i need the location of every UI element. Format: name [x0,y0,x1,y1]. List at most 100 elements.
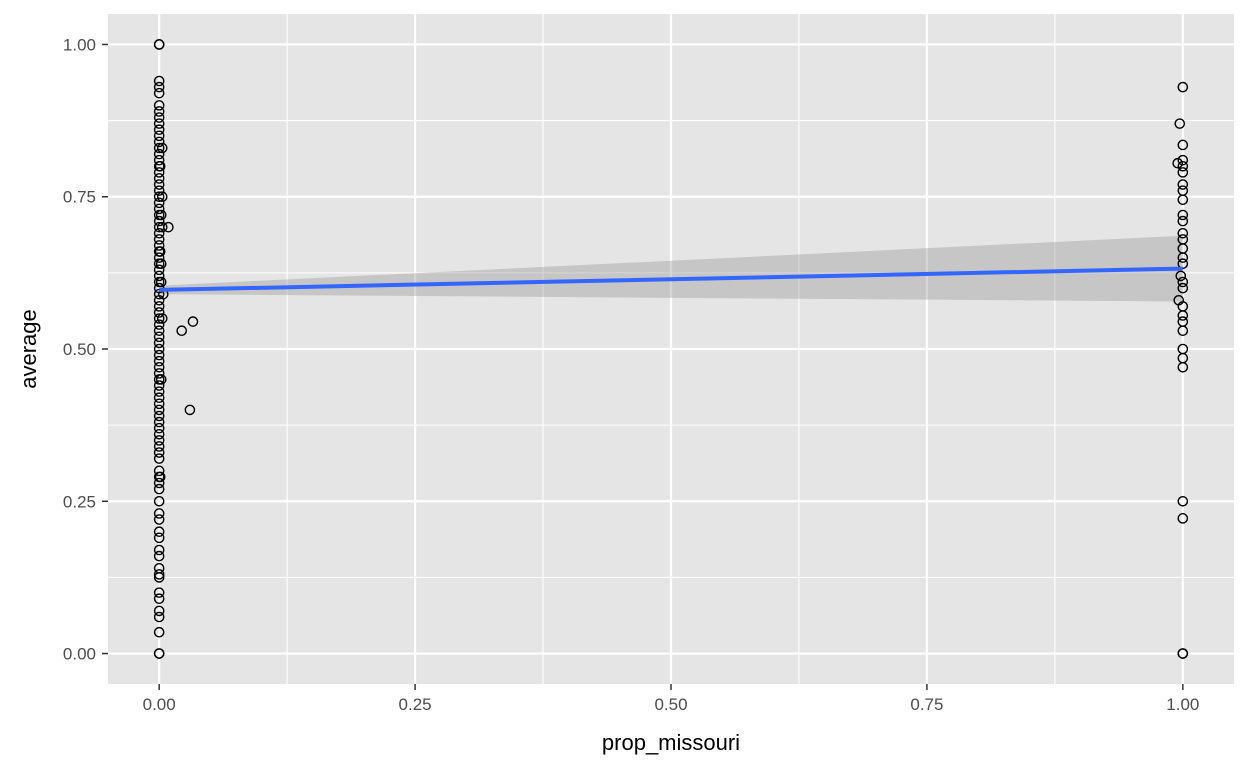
data-point [153,465,165,477]
data-point [153,100,165,111]
data-point [153,514,165,525]
x-axis-ticks: 0.00 0.25 0.50 0.75 1.00 [143,684,1199,714]
data-point [153,130,165,142]
data-point [1177,179,1189,190]
data-point [1177,258,1189,270]
data-points [153,39,1189,659]
data-point [1177,513,1189,524]
data-point [1172,157,1183,169]
data-point [153,179,165,190]
data-point [1177,215,1189,227]
data-point [153,197,165,209]
data-point [153,508,165,519]
data-point [153,532,165,544]
data-point [153,572,165,583]
data-point [1177,648,1189,659]
data-point [154,471,166,483]
regression-line [159,266,1183,292]
data-point [153,112,165,123]
data-point [153,227,165,239]
data-point [1174,118,1186,129]
data-point [153,435,165,446]
data-point [187,316,199,327]
y-tick-label: 0.00 [63,645,96,664]
data-point [153,626,165,638]
x-tick-label: 1.00 [1166,695,1199,714]
y-axis-title: average [16,309,41,389]
data-point [153,319,165,330]
data-point [154,160,166,172]
data-point [153,87,165,99]
data-point [153,428,165,440]
data-point [153,477,165,489]
data-point [153,593,165,605]
data-point [156,313,168,324]
y-tick-label: 0.50 [63,340,96,359]
data-point [153,550,165,562]
data-point [153,380,165,391]
data-point [1177,361,1189,373]
data-point [156,221,168,233]
data-point [153,349,165,361]
data-point [153,124,165,136]
data-point [1177,325,1189,337]
data-point [153,544,165,556]
data-point [153,118,165,129]
data-point [153,191,165,203]
data-point [1177,154,1189,166]
data-point [153,386,165,397]
data-point [163,221,174,233]
data-point [153,301,165,312]
data-point [153,81,165,93]
data-point [153,611,165,623]
data-point [1177,209,1189,221]
data-point [155,374,167,385]
data-point [153,422,165,434]
x-tick-label: 0.75 [910,695,943,714]
data-point [153,136,165,148]
data-point [1177,252,1189,263]
data-point [156,191,168,203]
data-point [1177,81,1189,93]
y-axis-ticks: 0.00 0.25 0.50 0.75 1.00 [63,35,108,664]
data-point [156,142,168,154]
y-tick-label: 0.25 [63,492,96,511]
data-point [153,313,165,324]
data-point [153,307,165,318]
data-point [1175,270,1187,282]
data-point [153,173,165,184]
data-point [153,526,165,538]
data-point [153,167,165,178]
data-point [153,368,165,379]
data-point [153,234,165,245]
x-tick-label: 0.50 [654,695,687,714]
data-point [1177,495,1189,507]
x-tick-label: 0.00 [143,695,176,714]
data-point [1177,310,1189,321]
data-point [153,240,165,251]
data-point [153,587,165,598]
data-point [153,441,165,452]
data-point [1177,282,1189,294]
data-point [1177,227,1189,239]
x-tick-label: 0.25 [399,695,432,714]
x-axis-title: prop_missouri [602,730,740,755]
data-point [153,569,165,580]
y-tick-label: 0.75 [63,188,96,207]
data-point [153,75,165,87]
data-point [154,246,166,257]
data-point [153,392,165,404]
data-point [184,404,196,416]
data-point [1177,139,1189,151]
data-point [153,148,165,160]
data-point [176,325,188,337]
data-point [153,398,165,410]
data-point [153,410,165,422]
data-point [153,270,165,282]
data-point [153,447,165,458]
data-point [153,154,165,166]
data-point [155,209,167,221]
y-tick-label: 1.00 [63,35,96,54]
data-point [1177,194,1189,206]
data-point [155,258,167,270]
